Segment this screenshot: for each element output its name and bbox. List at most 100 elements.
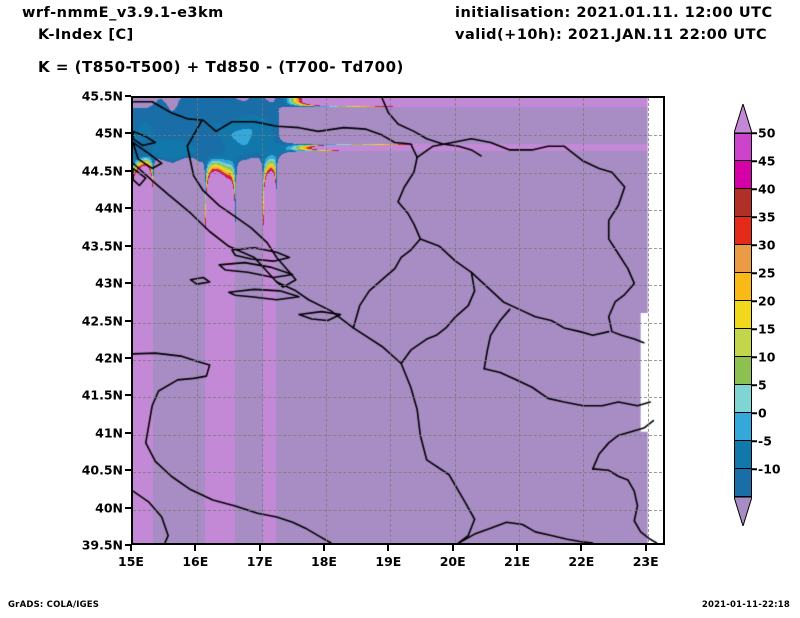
- gridline-lon: [326, 98, 327, 543]
- y-tick: [125, 282, 131, 285]
- colorbar-tick-label: -10: [758, 461, 781, 477]
- gridline-lon: [197, 98, 199, 543]
- gridline-lon: [647, 98, 649, 543]
- colorbar-tick-label: 35: [758, 209, 776, 225]
- y-tick: [125, 431, 131, 434]
- x-tick: [516, 545, 519, 551]
- y-tick: [125, 169, 131, 172]
- y-axis-label: 40N: [95, 500, 123, 516]
- colorbar-band: [734, 133, 752, 161]
- gridline-lon: [519, 98, 521, 543]
- y-tick: [125, 319, 131, 322]
- y-axis-label: 39.5N: [81, 537, 123, 553]
- map-plot-area[interactable]: [131, 96, 665, 545]
- y-axis-label: 44.5N: [81, 163, 123, 179]
- y-axis-label: 43.5N: [81, 238, 123, 254]
- colorbar-tick-mark: [752, 300, 757, 302]
- x-axis-label: 22E: [568, 554, 595, 569]
- gridline-lon: [454, 98, 456, 543]
- colorbar-tick-mark: [752, 412, 757, 414]
- colorbar-band: [734, 273, 752, 301]
- x-tick: [323, 545, 325, 551]
- y-tick: [125, 95, 131, 97]
- y-axis-label: 41N: [95, 425, 123, 441]
- formula-text: K = (T850-T500) + Td850 - (T700- Td700): [38, 58, 404, 76]
- colorbar-band: [734, 413, 752, 441]
- colorbar-tick-label: 25: [758, 265, 776, 281]
- colorbar-band: [734, 469, 752, 497]
- y-tick: [125, 244, 131, 247]
- y-axis-label: 45N: [95, 125, 123, 141]
- gridline-lat: [133, 359, 663, 361]
- y-tick: [125, 394, 131, 397]
- x-axis-label: 20E: [439, 554, 466, 569]
- model-name: wrf-nmmE_v3.9.1-e3km: [22, 5, 224, 21]
- colorbar-tick-label: 45: [758, 153, 776, 169]
- colorbar-tick-mark: [752, 356, 757, 358]
- colorbar-band: [734, 329, 752, 357]
- x-axis-label: 23E: [632, 554, 659, 569]
- gridline-lat: [133, 397, 663, 399]
- colorbar-band: [734, 385, 752, 413]
- x-tick: [451, 545, 454, 551]
- colorbar-tick-mark: [752, 160, 757, 162]
- colorbar[interactable]: 50 45 40 35 30 25 20 15 10 5 0 -5 -10: [728, 102, 798, 528]
- gridline-lat: [133, 285, 663, 287]
- x-tick: [580, 545, 583, 551]
- x-axis-label: 17E: [246, 554, 273, 569]
- colorbar-tick-label: 0: [758, 405, 767, 421]
- gridline-lat: [133, 172, 663, 174]
- colorbar-tick-mark: [752, 384, 757, 386]
- colorbar-tick-label: 10: [758, 349, 776, 365]
- colorbar-tick-mark: [752, 132, 757, 134]
- footer-credit: GrADS: COLA/IGES: [8, 600, 100, 610]
- field-name: K-Index [C]: [38, 27, 134, 43]
- x-axis-label: 15E: [118, 554, 144, 569]
- y-tick: [125, 544, 131, 546]
- colorbar-band: [734, 217, 752, 245]
- x-axis-label: 18E: [311, 554, 337, 569]
- gridline-lat: [133, 247, 663, 249]
- colorbar-cap-bottom: [733, 496, 753, 528]
- colorbar-bands: [734, 133, 752, 497]
- gridline-lat: [133, 434, 663, 436]
- y-axis-label: 42N: [95, 350, 123, 366]
- valid-time: valid(+10h): 2021.JAN.11 22:00 UTC: [455, 27, 768, 43]
- colorbar-tick-mark: [752, 328, 757, 330]
- y-axis-label: 41.5N: [81, 387, 123, 403]
- y-axis-label: 44N: [95, 200, 123, 216]
- x-axis-label: 16E: [182, 554, 209, 569]
- colorbar-band: [734, 301, 752, 329]
- colorbar-tick-mark: [752, 188, 757, 190]
- x-tick: [644, 545, 647, 551]
- x-tick: [258, 545, 261, 551]
- gridline-lat: [133, 210, 663, 212]
- colorbar-band: [734, 357, 752, 385]
- colorbar-tick-label: 20: [758, 293, 776, 309]
- colorbar-band: [734, 189, 752, 217]
- k-index-field: [133, 98, 663, 543]
- x-axis-label: 19E: [375, 554, 402, 569]
- gridline-lat: [133, 135, 663, 137]
- gridline-lat: [133, 509, 663, 511]
- colorbar-tick-mark: [752, 272, 757, 274]
- colorbar-band: [734, 161, 752, 189]
- colorbar-tick-label: 50: [758, 125, 776, 141]
- x-tick: [194, 545, 197, 551]
- colorbar-band: [734, 441, 752, 469]
- footer-timestamp: 2021-01-11-22:18: [701, 600, 790, 610]
- colorbar-tick-label: 40: [758, 181, 776, 197]
- y-axis-label: 45.5N: [81, 88, 123, 104]
- y-tick: [125, 132, 131, 135]
- gridline-lat: [133, 472, 663, 474]
- colorbar-tick-mark: [752, 440, 757, 442]
- colorbar-tick-label: 5: [758, 377, 767, 393]
- initialisation-time: initialisation: 2021.01.11. 12:00 UTC: [455, 5, 773, 21]
- colorbar-tick-mark: [752, 216, 757, 218]
- colorbar-tick-label: 15: [758, 321, 776, 337]
- y-tick: [125, 207, 131, 210]
- colorbar-tick-label: -5: [758, 433, 772, 449]
- x-tick: [387, 545, 390, 551]
- y-axis-label: 43N: [95, 275, 123, 291]
- y-axis-label: 42.5N: [81, 313, 123, 328]
